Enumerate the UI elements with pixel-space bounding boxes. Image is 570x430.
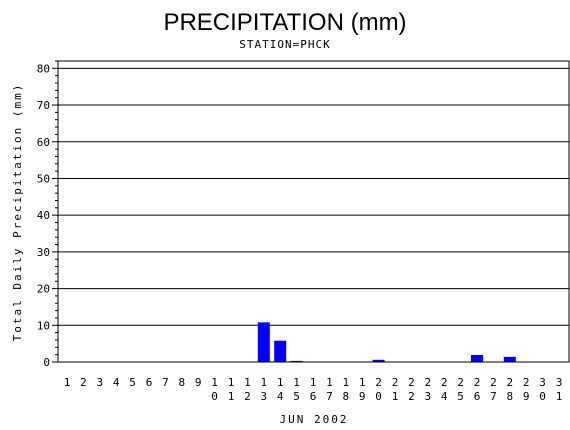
x-axis-ticks: 1 2 3 4 5 6 7 8 9 1 01 11 21 31 41 51 61 71 81 92 02 12 22 32 42…: [64, 376, 563, 403]
x-axis-label: JUN 2002: [280, 413, 349, 426]
y-tick-label: 10: [37, 319, 50, 332]
bar-day-13: [257, 322, 270, 362]
grid-lines: [58, 67, 569, 326]
y-tick-label: 30: [37, 246, 50, 259]
x-tick-label: 7: [162, 376, 169, 389]
x-tick-label: 6: [146, 376, 153, 389]
bar-day-14: [274, 340, 287, 362]
bar-day-20: [372, 359, 385, 362]
x-tick-label: 2: [80, 376, 87, 389]
bar-day-28: [503, 356, 516, 362]
y-tick-label: 50: [37, 172, 50, 185]
x-tick-label: 5: [129, 376, 136, 389]
y-tick-label: 70: [37, 99, 50, 112]
y-tick-label: 40: [37, 209, 50, 222]
x-tick-label: 9: [195, 376, 202, 389]
x-tick-label: 4: [113, 376, 120, 389]
bar-day-26: [471, 355, 483, 362]
x-tick-label: 1: [64, 376, 71, 389]
chart-subtitle: STATION=PHCK: [239, 38, 330, 51]
bars: [257, 322, 516, 362]
bar-day-15: [290, 360, 303, 362]
chart-title: PRECIPITATION (mm): [163, 9, 406, 36]
y-tick-label: 20: [37, 283, 50, 296]
x-tick-label: 8: [178, 376, 185, 389]
x-tick-label: 3: [96, 376, 103, 389]
y-axis-ticks: 0 10 20 30 40 50 60 70 80: [37, 60, 58, 369]
y-tick-label: 60: [37, 136, 50, 149]
y-tick-label: 0: [43, 356, 50, 369]
y-tick-label: 80: [37, 62, 50, 75]
y-axis-label: Total Daily Precipitation (mm): [11, 83, 24, 342]
plot-frame: [57, 60, 570, 363]
